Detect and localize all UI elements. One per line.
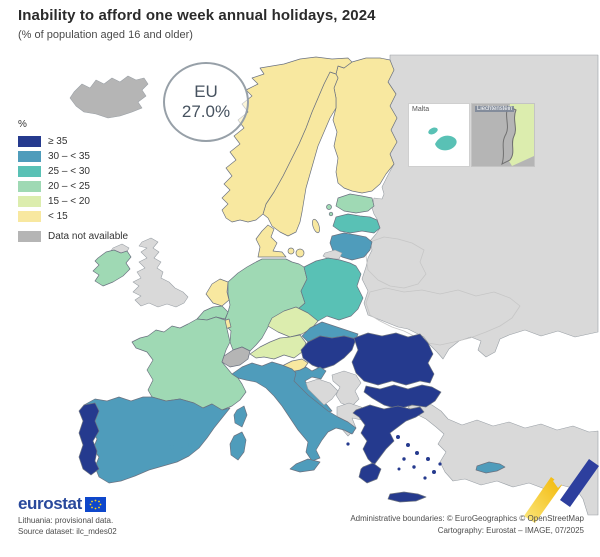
legend-swatch <box>18 136 41 147</box>
logo-gray-chevron <box>553 473 566 488</box>
legend-swatch <box>18 181 41 192</box>
legend-swatch <box>18 166 41 177</box>
legend-items: ≥ 35 30 – < 35 25 – < 30 20 – < 25 15 – < 20… <box>18 134 128 244</box>
ukraine-border-line <box>365 287 521 346</box>
attribution-cartography: Cartography: Eurostat – IMAGE, 07/2025 <box>437 526 584 535</box>
country-hungary <box>300 335 357 370</box>
country-uk <box>132 237 189 308</box>
country-cyprus <box>475 461 506 474</box>
legend-swatch <box>18 231 41 242</box>
legend-label: 25 – < 30 <box>48 166 90 177</box>
italy-sicily <box>289 458 321 473</box>
legend-row: ≥ 35 <box>18 134 128 149</box>
malta-gozo-island <box>428 127 438 135</box>
footnote-2: Source dataset: ilc_mdes02 <box>18 527 117 536</box>
inset-liechtenstein: Liechtenstein <box>471 103 535 167</box>
gotland-island <box>312 218 320 234</box>
denmark-island <box>287 247 295 255</box>
inset-liechtenstein-shape <box>501 105 517 165</box>
legend-row: 30 – < 35 <box>18 149 128 164</box>
inset-malta-label: Malta <box>412 106 430 113</box>
country-portugal <box>78 402 100 476</box>
corsica-island <box>233 405 248 428</box>
country-eastern-neighbours <box>361 54 599 360</box>
page-title: Inability to afford one week annual holi… <box>18 7 376 24</box>
legend-swatch <box>18 211 41 222</box>
malta-inset-map <box>428 127 457 151</box>
country-latvia <box>332 213 381 234</box>
footer-right: Administrative boundaries: © EuroGeograp… <box>350 513 584 537</box>
country-switzerland <box>221 346 251 368</box>
estonia-island-dot <box>326 204 332 210</box>
country-ireland <box>92 249 132 287</box>
norway-island-dot <box>250 116 254 120</box>
country-netherlands <box>205 278 230 307</box>
estonia-island-dot <box>328 211 334 217</box>
liechtenstein-inset-map <box>472 104 534 166</box>
page-subtitle: (% of population aged 16 and older) <box>18 29 193 41</box>
country-romania <box>351 332 435 386</box>
country-denmark <box>255 224 287 258</box>
greece-crete <box>387 491 427 503</box>
legend: % ≥ 35 30 – < 35 25 – < 30 20 – < 25 15 – < … <box>18 119 128 244</box>
decorative-logo <box>524 459 599 523</box>
legend-row: 20 – < 25 <box>18 179 128 194</box>
country-spain <box>83 396 231 484</box>
country-bulgaria <box>363 384 442 410</box>
inset-switzerland-corner <box>512 156 534 166</box>
legend-label: 15 – < 20 <box>48 196 90 207</box>
legend-label: < 15 <box>48 211 68 222</box>
header: Inability to afford one week annual holi… <box>18 7 376 41</box>
inset-liechtenstein-label: Liechtenstein <box>475 106 515 112</box>
legend-row: < 15 <box>18 209 128 224</box>
legend-label: Data not available <box>48 231 129 242</box>
eurostat-logo: eurostat <box>18 494 117 514</box>
legend-row: 25 – < 30 <box>18 164 128 179</box>
country-kaliningrad <box>322 249 343 260</box>
footnote-1: Lithuania: provisional data. <box>18 516 114 525</box>
norway-island-dot <box>245 123 249 127</box>
italy-sardinia <box>229 431 247 461</box>
inset-malta: Malta <box>408 103 470 167</box>
logo-yellow-stripe <box>524 477 562 523</box>
greece-peloponnese <box>358 462 382 484</box>
eu-flag-icon <box>84 496 106 512</box>
inset-switzerland-area <box>472 104 512 166</box>
country-bosnia <box>305 378 339 406</box>
legend-unit: % <box>18 119 27 130</box>
country-italy <box>231 361 357 462</box>
country-iceland <box>69 75 149 119</box>
legend-swatch <box>18 151 41 162</box>
country-serbia <box>331 370 362 408</box>
country-poland <box>296 257 364 322</box>
country-france <box>131 316 247 411</box>
malta-main-island <box>435 135 457 151</box>
legend-label: 20 – < 25 <box>48 181 90 192</box>
country-finland <box>332 57 398 194</box>
eu-badge-label: EU <box>194 82 218 102</box>
footer-left: eurostat Lithuania: provisional data. So… <box>18 494 117 536</box>
eu-average-badge: EU 27.0% <box>163 62 249 142</box>
legend-swatch <box>18 196 41 207</box>
eu-badge-value: 27.0% <box>181 102 231 121</box>
logo-blue-check <box>560 459 599 507</box>
legend-row-no-data: Data not available <box>18 229 128 244</box>
legend-label: ≥ 35 <box>48 136 68 147</box>
legend-label: 30 – < 35 <box>48 151 90 162</box>
eurostat-wordmark: eurostat <box>18 494 82 513</box>
attribution-boundaries: Administrative boundaries: © EuroGeograp… <box>350 514 584 523</box>
country-greece <box>352 404 425 466</box>
country-estonia <box>335 193 375 214</box>
balearic-islands <box>169 443 192 453</box>
legend-row: 15 – < 20 <box>18 194 128 209</box>
denmark-island <box>295 248 305 258</box>
belarus-border-line <box>365 236 427 289</box>
